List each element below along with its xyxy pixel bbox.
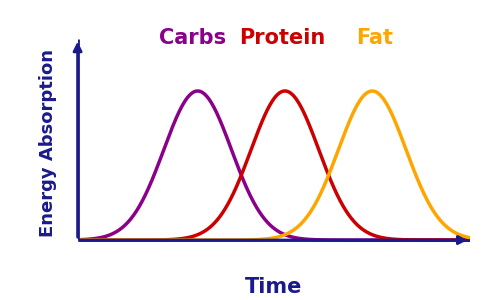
Text: Fat: Fat	[356, 28, 393, 48]
Text: Energy Absorption: Energy Absorption	[39, 49, 57, 237]
Text: Carbs: Carbs	[158, 28, 225, 48]
Text: Protein: Protein	[239, 28, 325, 48]
Text: Time: Time	[245, 277, 302, 297]
